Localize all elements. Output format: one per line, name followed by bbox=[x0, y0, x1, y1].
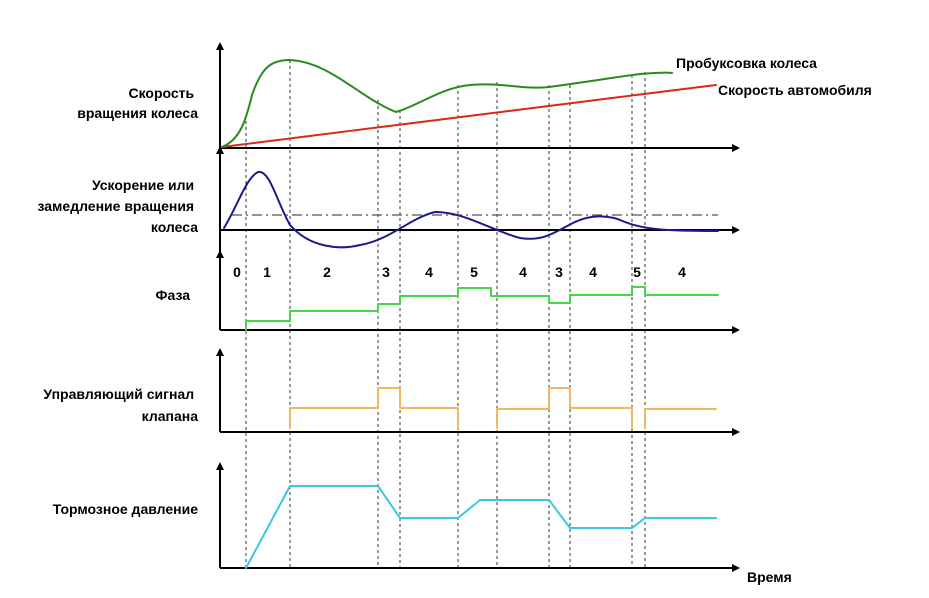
phase-number: 3 bbox=[382, 264, 390, 280]
valve-control-signal bbox=[644, 408, 717, 429]
phase-number: 4 bbox=[678, 264, 686, 280]
brake-pressure-curve bbox=[245, 485, 717, 569]
label-valve-signal: Управляющий сигнал клапана bbox=[43, 386, 198, 424]
label-wheel-slip: Пробуксовка колеса bbox=[676, 55, 817, 71]
valve-control-signal bbox=[289, 387, 459, 429]
phase-number: 4 bbox=[589, 264, 597, 280]
phase-number: 1 bbox=[263, 264, 271, 280]
phase-number: 2 bbox=[323, 264, 331, 280]
valve-axes bbox=[216, 348, 740, 436]
phase-number: 5 bbox=[470, 264, 478, 280]
phase-number: 4 bbox=[425, 264, 433, 280]
wheel-speed-curve bbox=[221, 59, 673, 148]
phase-number: 0 bbox=[233, 264, 241, 280]
axes bbox=[216, 42, 740, 572]
phase-number: 5 bbox=[633, 264, 641, 280]
event-lines bbox=[245, 60, 646, 568]
label-brake-pressure: Тормозное давление bbox=[53, 501, 198, 517]
pressure-axes bbox=[216, 462, 740, 572]
label-vehicle-speed: Скорость автомобиля bbox=[718, 82, 872, 98]
acceleration-axes bbox=[216, 146, 740, 258]
phase-axes bbox=[216, 250, 740, 334]
phase-number: 4 bbox=[519, 264, 527, 280]
wheel-speed-axes bbox=[216, 42, 740, 152]
phase-signal bbox=[245, 286, 719, 331]
wheel-acceleration-curve bbox=[223, 171, 719, 249]
phase-numbers: 0 1 2 3 4 5 4 3 4 5 4 bbox=[233, 264, 686, 280]
phase-number: 3 bbox=[555, 264, 563, 280]
valve-control-signal bbox=[496, 387, 633, 429]
vehicle-speed-curve bbox=[221, 84, 717, 148]
label-phase: Фаза bbox=[156, 287, 191, 303]
label-wheel-acceleration: Ускорение или замедление вращения колеса bbox=[38, 177, 199, 235]
label-wheel-speed: Скорость вращения колеса bbox=[77, 85, 198, 121]
label-time: Время bbox=[747, 569, 792, 585]
